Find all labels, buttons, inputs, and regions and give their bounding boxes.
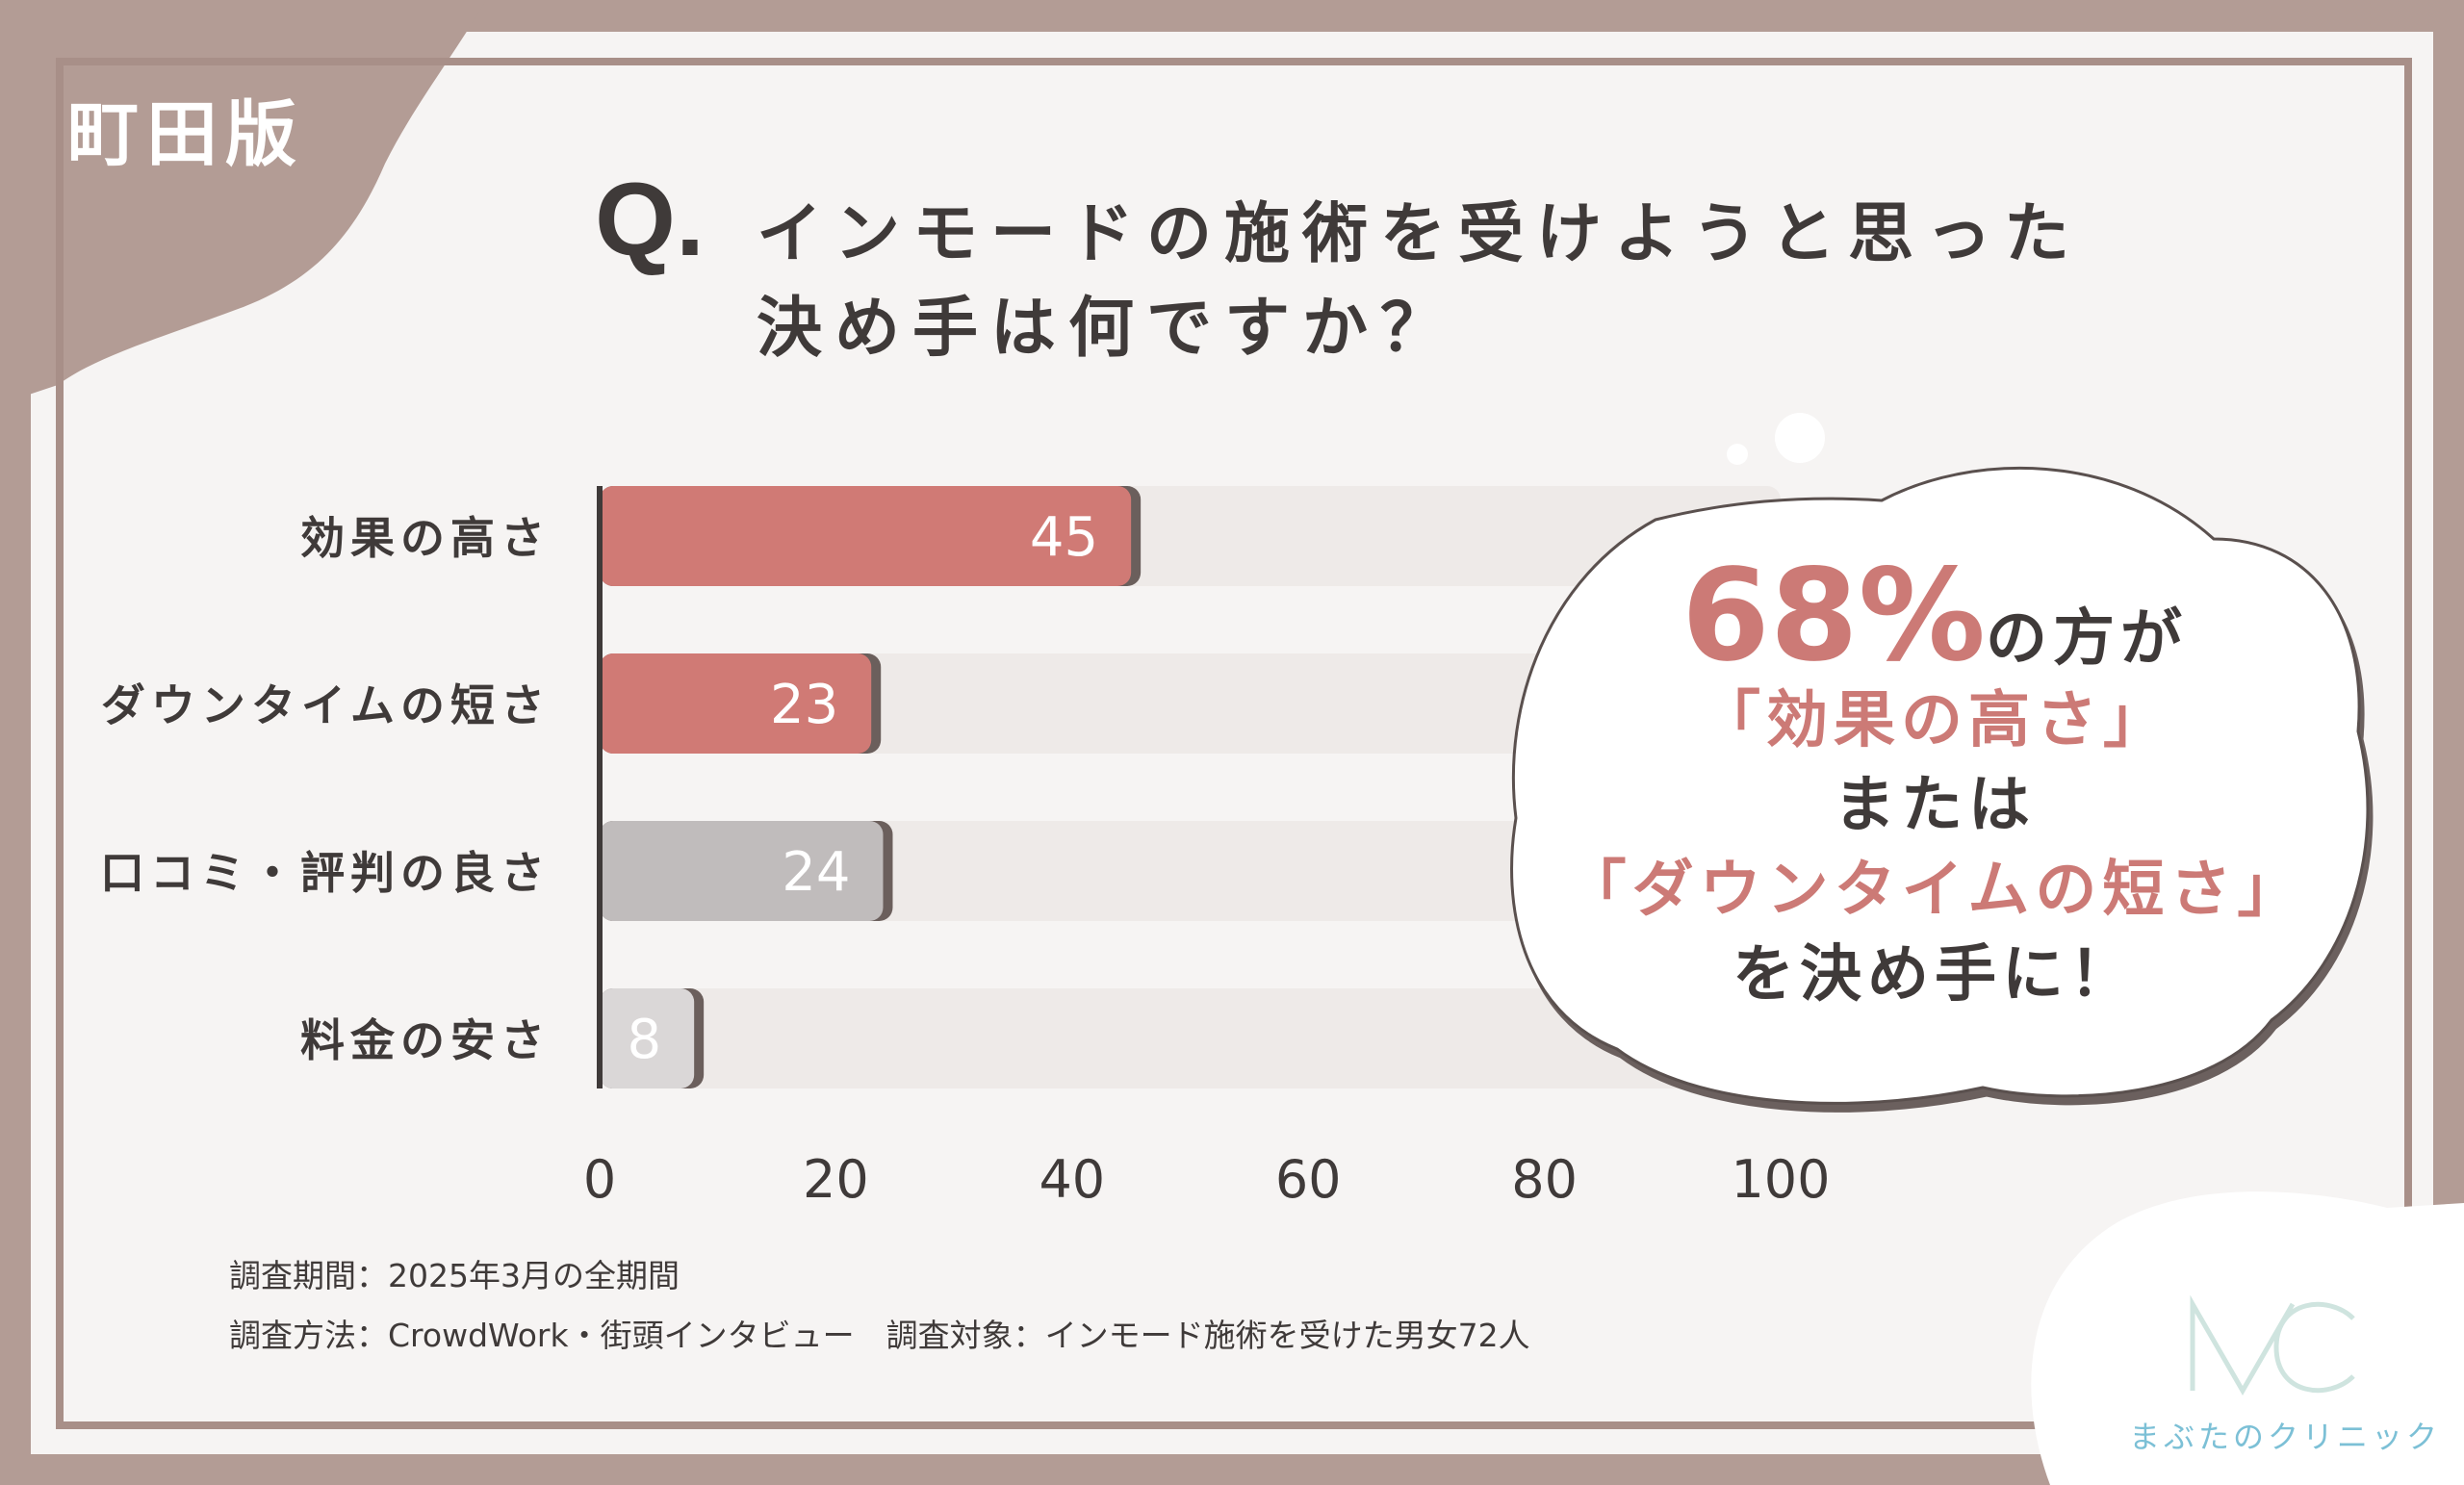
bar-value-label: 23 — [770, 674, 838, 736]
corner-tag-shape — [0, 0, 486, 404]
logo-badge-shape — [2031, 1191, 2464, 1485]
x-axis-ticks: 0 20 40 60 80 100 — [583, 1149, 1831, 1210]
survey-method: 調査方法：CrowdWork・街頭インタビュー 調査対象：インモード施術を受けた… — [229, 1317, 1530, 1354]
bubble-shape — [1510, 467, 2370, 1105]
question-line-1: インモードの施術を受けようと思った — [757, 196, 2083, 272]
bar-value-label: 24 — [782, 841, 850, 904]
clinic-logo-name: まぶたのクリニック — [2129, 1419, 2442, 1455]
survey-notes: 調査期間：2025年3月の全期間 調査方法：CrowdWork・街頭インタビュー… — [229, 1246, 1530, 1366]
x-tick-label: 100 — [1731, 1149, 1830, 1210]
survey-period: 調査期間：2025年3月の全期間 — [229, 1257, 680, 1294]
bar-3 — [600, 988, 695, 1088]
bar-track — [600, 821, 1781, 921]
callout-end: を決め手に！ — [1732, 939, 2137, 1011]
x-tick-label: 60 — [1275, 1149, 1342, 1210]
bar-track — [600, 653, 1781, 754]
category-label: 料金の安さ — [300, 1014, 551, 1066]
clinic-logo-mark — [2190, 1294, 2355, 1395]
bubble-dot-small — [1727, 444, 1748, 465]
category-label: 効果の高さ — [300, 512, 551, 564]
bars: 45 23 24 8 — [600, 486, 1142, 1088]
x-tick-label: 0 — [583, 1149, 616, 1210]
category-label: 口コミ・評判の良さ — [100, 847, 551, 899]
x-tick-label: 40 — [1039, 1149, 1105, 1210]
y-axis-line — [597, 486, 603, 1088]
bar-value-label: 8 — [628, 1009, 662, 1071]
bar-2 — [600, 821, 884, 921]
question-mark-label: Q. — [595, 161, 706, 277]
bar-0 — [600, 486, 1132, 586]
region-tag: 町田版 — [67, 93, 304, 176]
category-label: ダウンタイムの短さ — [101, 679, 551, 731]
bar-1 — [600, 653, 872, 754]
bubble-dot-large — [1775, 413, 1825, 463]
callout-item-2: 「ダウンタイムの短さ」 — [1564, 855, 2305, 926]
bar-track — [600, 988, 1781, 1088]
bar-value-label: 45 — [1030, 506, 1098, 569]
x-tick-label: 80 — [1511, 1149, 1578, 1210]
x-tick-label: 20 — [803, 1149, 869, 1210]
callout-percentage: 68% — [1681, 542, 1986, 690]
callout-after-percent: の方が — [1985, 603, 2188, 675]
question-title: Q. インモードの施術を受けようと思った 決め手は何ですか？ — [595, 159, 2069, 367]
callout-or: または — [1834, 770, 2036, 841]
callout-text: 68%の方が 「効果の高さ」 または 「ダウンタイムの短さ」 を決め手に！ — [1511, 552, 2358, 1017]
question-line-2: 決め手は何ですか？ — [757, 291, 1459, 367]
callout-item-1: 「効果の高さ」 — [1699, 685, 2170, 756]
